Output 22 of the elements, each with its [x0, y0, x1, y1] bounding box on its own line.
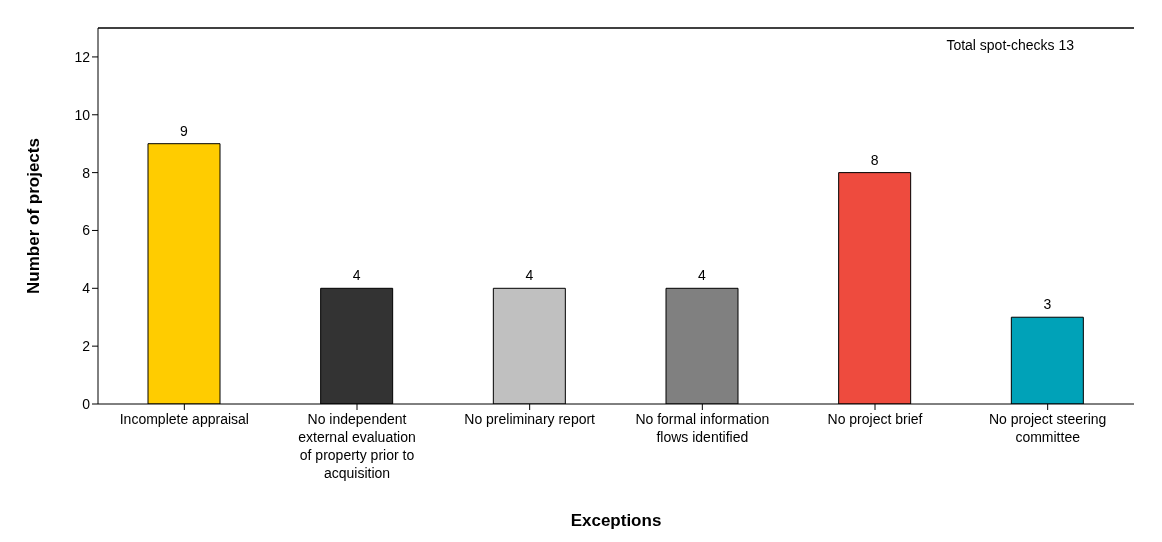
y-tick-label: 2: [82, 338, 91, 355]
y-tick-label: 6: [82, 222, 91, 239]
x-tick-label: No independent external evaluation of property prior to acquisition: [298, 411, 416, 481]
x-axis-title: Exceptions: [570, 511, 662, 531]
data-label: 3: [1043, 296, 1052, 313]
x-tick-label: No project brief: [827, 411, 923, 427]
y-tick-label: 4: [82, 280, 91, 297]
data-label: 8: [870, 151, 879, 168]
x-tick-label: No formal information flows identified: [635, 411, 770, 445]
data-label: 4: [352, 267, 361, 284]
y-tick-label: 0: [82, 395, 91, 412]
data-label: 4: [525, 267, 534, 284]
x-tick-label: No project steering committee: [988, 411, 1107, 445]
y-tick-label: 12: [74, 48, 91, 65]
ref-line-label: Total spot-checks 13: [946, 37, 1075, 53]
y-axis-title: Number of projects: [24, 138, 44, 294]
y-tick-label: 10: [74, 106, 91, 123]
y-tick-label: 8: [82, 164, 91, 181]
data-label: 4: [698, 267, 707, 284]
data-label: 9: [180, 122, 189, 139]
x-tick-label: Incomplete appraisal: [119, 411, 249, 427]
x-tick-label: No preliminary report: [464, 411, 596, 427]
